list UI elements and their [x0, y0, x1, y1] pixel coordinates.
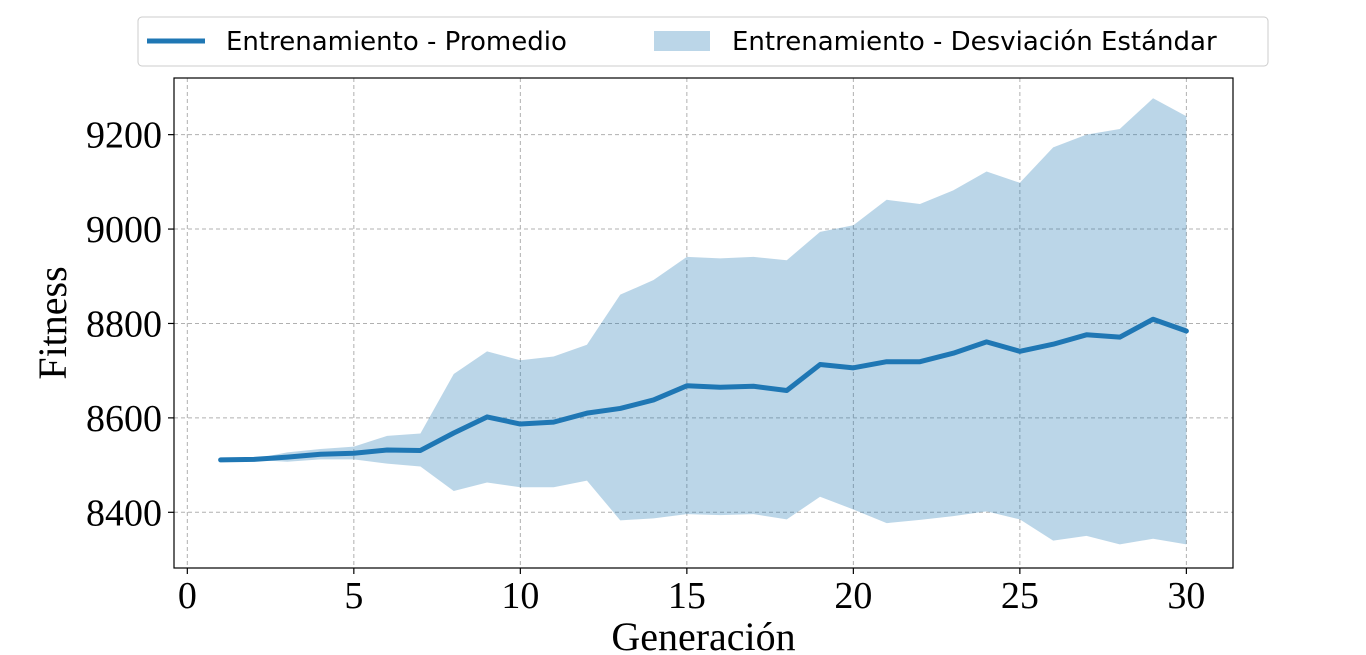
- mean-line: [218, 316, 1189, 463]
- legend-swatch-std: [654, 31, 710, 51]
- std-band: [220, 98, 1187, 545]
- mean-line-layer: [218, 316, 1189, 463]
- x-axis-title: Generación: [611, 614, 795, 655]
- legend-box: [137, 16, 1269, 67]
- legend-label-mean: Entrenamiento - Promedio: [226, 27, 567, 57]
- y-tick-label: 9200: [86, 115, 162, 157]
- legend-label-std: Entrenamiento - Desviación Estándar: [732, 27, 1217, 57]
- x-tick-label: 10: [501, 575, 539, 617]
- y-axis-title: Fitness: [30, 266, 75, 379]
- y-tick-label: 8800: [86, 303, 162, 345]
- x-tick-label: 20: [834, 575, 872, 617]
- y-tick-label: 8600: [86, 398, 162, 440]
- x-axis-ticks: 0 5 10 15 20 25 30: [178, 568, 1205, 617]
- y-tick-label: 8400: [86, 492, 162, 534]
- legend: Entrenamiento - Promedio Entrenamiento -…: [137, 16, 1269, 67]
- y-axis-ticks: 8400 8600 8800 9000 9200: [86, 115, 174, 534]
- y-tick-label: 9000: [86, 209, 162, 251]
- x-tick-label: 15: [668, 575, 706, 617]
- std-band-layer: [220, 98, 1187, 545]
- x-tick-label: 5: [344, 575, 363, 617]
- x-tick-label: 0: [178, 575, 197, 617]
- x-tick-label: 30: [1167, 575, 1205, 617]
- x-tick-label: 25: [1001, 575, 1039, 617]
- grid-lines: [174, 78, 1233, 568]
